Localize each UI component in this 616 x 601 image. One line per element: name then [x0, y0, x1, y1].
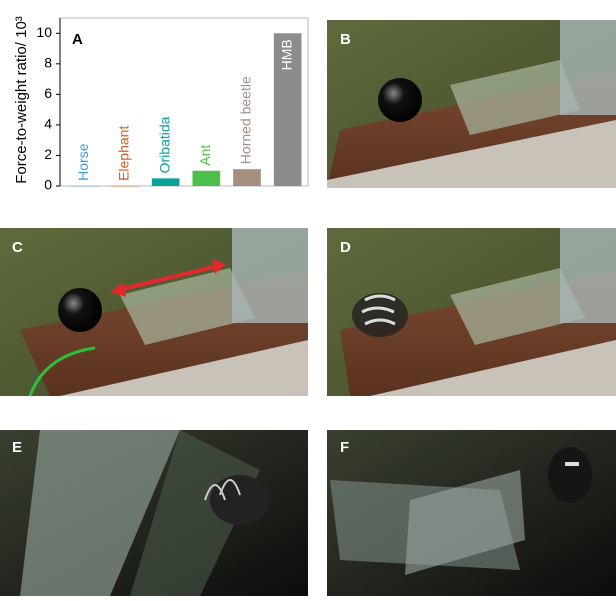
- panel-label: E: [12, 439, 22, 456]
- panel-label: C: [12, 239, 23, 256]
- photo-d: [327, 228, 616, 396]
- panel-label: D: [340, 239, 351, 256]
- panel-label: A: [72, 31, 83, 48]
- photo-f: [327, 430, 616, 596]
- bar: [70, 185, 99, 187]
- y-tick-label: 0: [44, 177, 52, 193]
- plot-frame: [59, 17, 309, 187]
- y-tick-label: 6: [44, 85, 52, 101]
- bar-label: Horned beetle: [238, 76, 254, 164]
- bar-label: Elephant: [116, 126, 132, 181]
- bar-label: Horse: [75, 143, 91, 181]
- y-tick-label: 8: [44, 55, 52, 71]
- bar: [233, 169, 261, 186]
- bar-label: HMB: [278, 39, 294, 70]
- bar: [151, 178, 180, 186]
- photo-b: [327, 20, 616, 188]
- bar: [192, 170, 221, 186]
- bar-label: Ant: [197, 145, 213, 166]
- bar-label: Oribatida: [156, 116, 172, 173]
- bar: [111, 185, 139, 187]
- photo-c: [0, 228, 308, 397]
- y-tick-label: 2: [44, 146, 52, 162]
- panel-label: F: [340, 439, 349, 456]
- panel-label: B: [340, 31, 351, 48]
- bar: [273, 33, 302, 186]
- photo-e: [0, 430, 308, 596]
- y-tick-label: 4: [44, 116, 52, 132]
- y-axis-label: Force-to-weight ratio/ 10³: [13, 16, 30, 184]
- y-tick-label: 10: [36, 24, 52, 40]
